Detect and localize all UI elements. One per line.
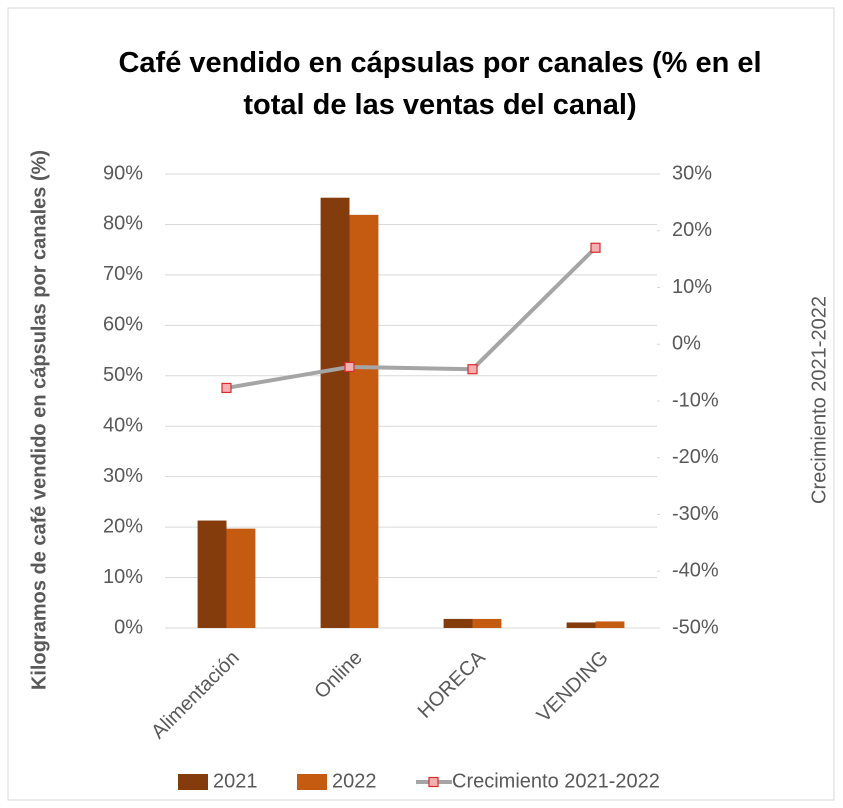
y2-tick-label: -40% <box>672 560 719 582</box>
legend-label: 2021 <box>213 770 258 792</box>
y-tick-label: 60% <box>103 314 143 336</box>
legend-swatch <box>178 774 208 790</box>
y2-tick-label: 20% <box>672 219 712 241</box>
chart-border <box>7 7 835 801</box>
y-tick-label: 10% <box>103 566 143 588</box>
y-tick-label: 70% <box>103 263 143 285</box>
y-tick-label: 20% <box>103 515 143 537</box>
bar <box>566 622 596 628</box>
legend-label: Crecimiento 2021-2022 <box>452 770 660 792</box>
y-tick-label: 30% <box>103 465 143 487</box>
y2-tick-label: -20% <box>672 446 719 468</box>
y-tick-label: 90% <box>103 162 143 184</box>
line-marker <box>467 364 478 375</box>
bar <box>595 621 625 628</box>
line <box>226 246 597 390</box>
bar <box>320 197 350 628</box>
chart-title: Café vendido en cápsulas por canales (% … <box>118 47 762 121</box>
bar <box>443 618 473 628</box>
y2-tick-label: -10% <box>672 389 719 411</box>
y2-tick-label: -30% <box>672 503 719 525</box>
y-tick-label: 40% <box>103 415 143 437</box>
bar <box>349 214 379 629</box>
y2-tick-label: 0% <box>672 333 701 355</box>
x-tick-label: HORECA <box>414 646 491 723</box>
x-tick-label: VENDING <box>533 647 613 727</box>
legend-label: 2022 <box>332 770 377 792</box>
line-marker <box>590 242 601 253</box>
y2-tick-label: 30% <box>672 162 712 184</box>
line-marker <box>344 361 355 373</box>
legend-marker <box>428 776 439 788</box>
y-tick-label: 0% <box>114 616 143 638</box>
y2-axis-label: Crecimiento 2021-2022 <box>808 296 830 504</box>
y2-tick-label: 10% <box>672 276 712 298</box>
y-axis-label: Kilogramos de café vendido en cápsulas p… <box>28 150 50 690</box>
y2-tick-label: -50% <box>672 616 719 638</box>
bar <box>472 618 502 628</box>
x-tick-label: Online <box>310 647 366 703</box>
y-tick-label: 50% <box>103 364 143 386</box>
bar <box>197 520 227 628</box>
x-tick-label: Alimentación <box>147 647 244 744</box>
line-marker <box>221 382 232 394</box>
bar <box>226 528 256 628</box>
legend-swatch <box>297 774 327 790</box>
y-tick-label: 80% <box>103 213 143 235</box>
